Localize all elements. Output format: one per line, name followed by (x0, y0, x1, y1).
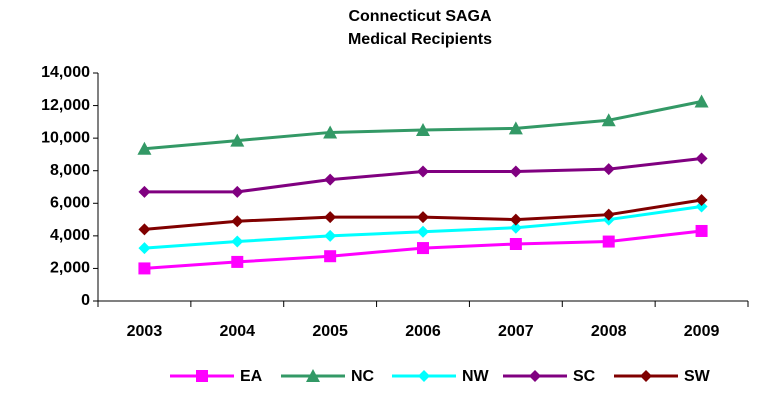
marker (231, 255, 244, 268)
marker (601, 113, 616, 127)
marker (417, 225, 429, 238)
y-tick-label: 10,000 (41, 129, 90, 146)
chart-subtitle: Medical Recipients (348, 31, 492, 48)
marker (695, 200, 708, 213)
marker (324, 250, 337, 263)
marker (602, 208, 615, 221)
marker (417, 211, 429, 224)
marker (695, 194, 708, 207)
x-tick-label: 2007 (498, 323, 534, 340)
marker (508, 121, 523, 135)
marker (231, 235, 244, 248)
marker (231, 215, 244, 228)
y-tick-label: 12,000 (41, 97, 90, 114)
marker (695, 224, 708, 237)
legend-label: SC (573, 368, 596, 385)
marker (694, 94, 709, 108)
marker (323, 125, 338, 139)
y-tick-label: 8,000 (50, 162, 90, 179)
y-tick-label: 14,000 (41, 64, 90, 81)
marker (509, 238, 522, 250)
marker (416, 123, 430, 136)
y-tick-label: 6,000 (50, 195, 90, 212)
legend-label: SW (684, 368, 711, 385)
marker (509, 165, 522, 178)
marker (529, 370, 541, 382)
legend-label: EA (240, 368, 263, 385)
x-tick-label: 2003 (127, 323, 163, 340)
y-tick-label: 2,000 (50, 260, 90, 277)
marker (324, 211, 337, 224)
y-tick-label: 4,000 (50, 227, 90, 244)
marker (306, 369, 320, 382)
legend-label: NC (351, 368, 375, 385)
marker (138, 262, 151, 275)
marker (640, 370, 652, 382)
marker (509, 213, 522, 226)
x-tick-label: 2004 (219, 323, 255, 340)
chart-title: Connecticut SAGA (348, 8, 492, 25)
x-tick-label: 2006 (405, 323, 441, 340)
marker (138, 223, 151, 236)
marker (418, 370, 430, 382)
legend-label: NW (462, 368, 490, 385)
marker (230, 133, 245, 147)
x-tick-label: 2005 (312, 323, 348, 340)
marker (602, 163, 615, 176)
marker (324, 229, 337, 242)
marker (509, 221, 522, 234)
marker (138, 185, 151, 198)
marker (138, 242, 151, 255)
marker (417, 242, 429, 255)
y-tick-label: 0 (81, 292, 90, 309)
x-tick-label: 2009 (684, 323, 720, 340)
marker (695, 152, 708, 165)
marker (602, 235, 615, 248)
marker (417, 165, 429, 178)
x-tick-label: 2008 (591, 323, 627, 340)
marker (137, 141, 152, 155)
marker (196, 370, 208, 382)
marker (231, 185, 244, 198)
marker (324, 173, 337, 186)
